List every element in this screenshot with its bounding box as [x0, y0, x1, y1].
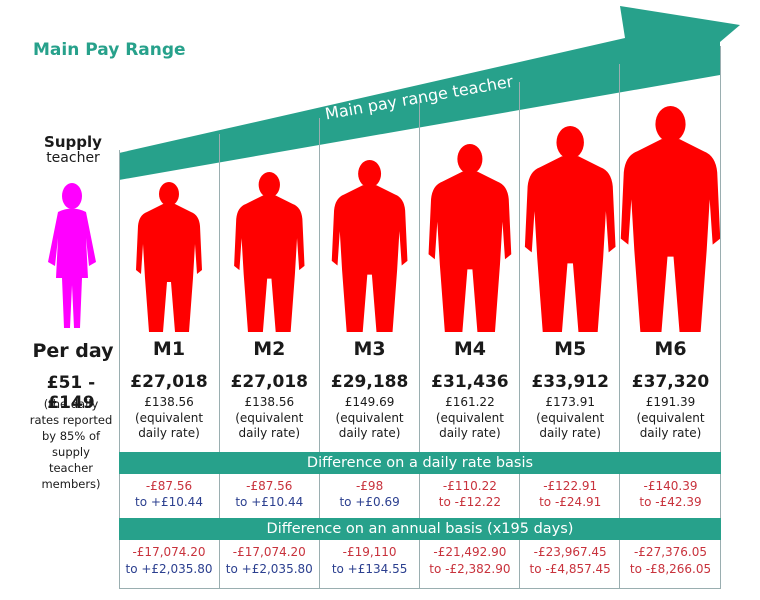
- annual-difference-low: -£17,074.20: [132, 545, 206, 559]
- annual-difference-high: to +£2,035.80: [225, 562, 313, 576]
- per-day-label: Per day: [32, 340, 114, 362]
- daily-rate-note: daily rate): [338, 426, 401, 440]
- daily-rate-note: daily rate): [439, 426, 501, 440]
- daily-rate-note: (equivalent: [636, 411, 705, 425]
- pay-point-label: M3: [353, 338, 386, 360]
- annual-salary: £31,436: [431, 372, 509, 392]
- daily-difference-band: Difference on a daily rate basis: [119, 452, 721, 474]
- daily-rate: £191.39: [645, 395, 696, 409]
- supply-note-line: teacher: [48, 461, 94, 475]
- daily-rate: £138.56: [244, 395, 295, 409]
- supply-rate: £51 - £149: [46, 373, 96, 413]
- daily-difference-high: to +£10.44: [135, 495, 203, 509]
- daily-difference-high: to -£42.39: [639, 495, 702, 509]
- daily-rate-note: (equivalent: [536, 411, 605, 425]
- teacher-figure-m3: [331, 160, 408, 332]
- daily-rate: £138.56: [144, 395, 194, 409]
- annual-salary: £37,320: [631, 372, 710, 392]
- pay-point-label: M2: [253, 338, 286, 360]
- annual-difference-high: to -£2,382.90: [429, 562, 511, 576]
- supply-note-line: rates reported: [29, 413, 113, 427]
- annual-difference-high: to -£4,857.45: [529, 562, 611, 576]
- daily-rate: £149.69: [344, 395, 395, 409]
- annual-difference-high: to +£2,035.80: [125, 562, 213, 576]
- supply-teacher-heading: Supply teacher: [28, 134, 118, 166]
- pay-point-label: M1: [152, 338, 186, 360]
- daily-rate-note: daily rate): [539, 426, 601, 440]
- daily-rate-note: daily rate): [138, 426, 200, 440]
- daily-difference-high: to -£12.22: [438, 495, 501, 509]
- supply-note-line: by 85% of: [41, 429, 101, 443]
- pay-point-label: M6: [654, 338, 687, 360]
- daily-difference-high: to +£0.69: [339, 495, 400, 509]
- annual-difference-low: -£17,074.20: [232, 545, 306, 559]
- annual-difference-low: -£23,967.45: [533, 545, 607, 559]
- supply-label-normal: teacher: [46, 150, 100, 166]
- bottom-rule: [119, 588, 721, 589]
- supply-label-bold: Supply: [44, 133, 102, 151]
- grid-line: [519, 82, 520, 588]
- teacher-figures: [136, 106, 721, 332]
- daily-difference-low: -£98: [355, 479, 384, 493]
- daily-difference-low: -£87.56: [246, 479, 293, 493]
- teacher-figure-m6: [620, 106, 721, 332]
- daily-rate-note: (equivalent: [335, 411, 404, 425]
- grid-line: [619, 64, 620, 588]
- daily-difference-low: -£110.22: [442, 479, 497, 493]
- annual-salary: £29,188: [330, 372, 409, 392]
- teacher-figure-m5: [524, 126, 616, 332]
- daily-rate: £173.91: [545, 395, 595, 409]
- daily-difference-low: -£87.56: [145, 479, 193, 493]
- annual-difference-low: -£21,492.90: [433, 545, 507, 559]
- annual-salary: £33,912: [531, 372, 609, 392]
- supply-note-line: supply: [52, 445, 90, 459]
- daily-rate-note: (equivalent: [134, 411, 204, 425]
- teacher-figure-m4: [428, 144, 512, 332]
- pay-point-label: M5: [554, 338, 587, 360]
- supply-note: (the daily rates reported by 85% of supp…: [22, 396, 120, 492]
- grid-line: [419, 100, 420, 588]
- daily-difference-high: to +£10.44: [235, 495, 304, 509]
- supply-note-line: members): [41, 477, 101, 491]
- supply-note-line: (the daily: [43, 397, 99, 411]
- grid-line: [720, 46, 721, 588]
- annual-salary: £27,018: [230, 372, 309, 392]
- annual-difference-low: -£27,376.05: [633, 545, 708, 559]
- annual-difference-high: to -£8,266.05: [629, 562, 712, 576]
- daily-rate: £161.22: [445, 395, 495, 409]
- growth-arrow: [119, 6, 740, 180]
- pay-point-label: M4: [453, 338, 486, 360]
- daily-difference-low: -£122.91: [543, 479, 598, 493]
- grid-line: [319, 118, 320, 588]
- teacher-figure-m1: [136, 182, 202, 332]
- annual-difference-band: Difference on an annual basis (x195 days…: [119, 518, 721, 540]
- daily-rate-note: daily rate): [639, 426, 702, 440]
- annual-difference-high: to +£134.55: [331, 562, 408, 576]
- daily-rate-note: (equivalent: [435, 411, 504, 425]
- grid-line: [219, 134, 220, 588]
- annual-salary: £27,018: [130, 372, 208, 392]
- annual-difference-low: -£19,110: [342, 545, 397, 559]
- daily-difference-high: to -£24.91: [539, 495, 602, 509]
- supply-teacher-figure: [48, 183, 96, 328]
- daily-rate-note: (equivalent: [235, 411, 304, 425]
- page-title: Main Pay Range: [33, 40, 186, 60]
- daily-rate-note: daily rate): [238, 426, 301, 440]
- daily-difference-low: -£140.39: [643, 479, 698, 493]
- grid-line: [119, 150, 120, 588]
- teacher-figure-m2: [234, 172, 305, 332]
